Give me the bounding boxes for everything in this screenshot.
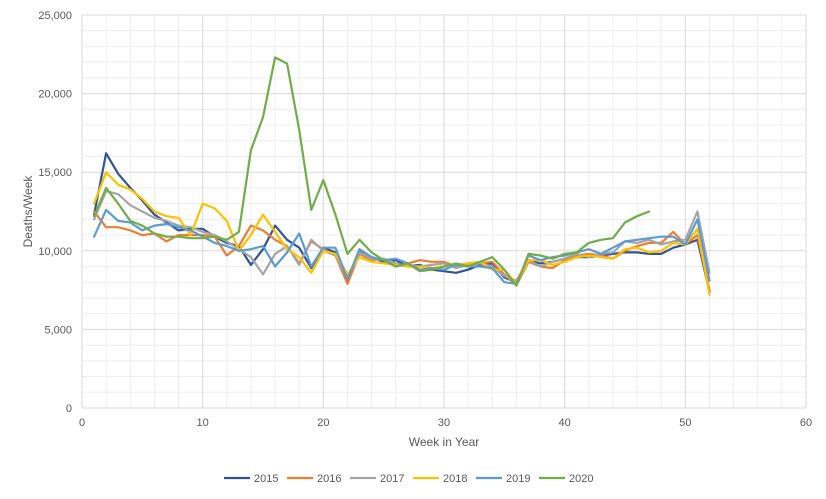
x-tick-label: 20 [317,417,329,429]
x-axis-title: Week in Year [409,435,480,449]
x-tick-label: 0 [79,417,85,429]
x-tick-label: 30 [438,417,450,429]
legend-label-2017: 2017 [380,473,404,485]
y-tick-label: 20,000 [38,89,72,101]
legend-label-2016: 2016 [317,473,341,485]
series-lines [92,56,711,296]
y-axis-title: Deaths/Week [21,175,35,248]
axes: 0 10 20 30 40 50 60 0 5,000 10,000 15,000 20,000 25,… [38,10,812,429]
y-tick-label: 5,000 [44,324,72,336]
x-tick-label: 10 [197,417,209,429]
y-tick-label: 0 [66,403,72,415]
legend: 2015 2016 2017 2018 2019 2020 [224,473,593,485]
legend-label-2015: 2015 [254,473,278,485]
x-tick-label: 50 [679,417,691,429]
legend-label-2019: 2019 [506,473,530,485]
legend-label-2020: 2020 [569,473,593,485]
y-tick-label: 25,000 [38,10,72,22]
x-tick-label: 60 [800,417,812,429]
y-tick-label: 15,000 [38,167,72,179]
series-line-2019 [92,208,711,285]
gridlines [81,14,807,409]
series-line-2020 [92,56,651,287]
legend-label-2018: 2018 [443,473,467,485]
y-tick-label: 10,000 [38,246,72,258]
x-tick-label: 40 [559,417,571,429]
